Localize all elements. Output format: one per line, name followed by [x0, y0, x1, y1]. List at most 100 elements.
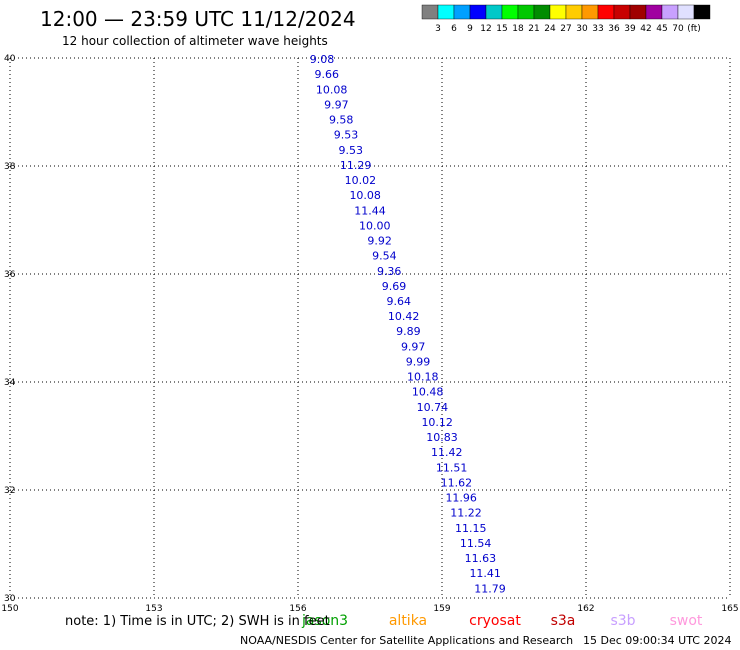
wave-height-label: 9.97 [401, 340, 426, 353]
y-tick-label: 34 [4, 378, 16, 388]
wave-height-label: 9.64 [387, 295, 412, 308]
scale-swatch [453, 4, 471, 20]
wave-height-label: 10.42 [388, 310, 420, 323]
scale-label: 30 [576, 24, 588, 34]
wave-height-label: 10.18 [407, 371, 439, 384]
legend-s3b: s3b [610, 613, 635, 629]
wave-height-label: 9.08 [310, 53, 335, 66]
x-tick-label: 153 [145, 604, 162, 614]
x-tick-label: 156 [289, 604, 306, 614]
scale-label: 70 [672, 24, 684, 34]
scale-swatch [533, 4, 551, 20]
wave-height-label: 11.41 [469, 567, 501, 580]
scale-label: 18 [512, 24, 524, 34]
wave-height-label: 9.54 [372, 250, 397, 263]
wave-height-label: 9.69 [382, 280, 407, 293]
scale-swatch [645, 4, 663, 20]
wave-height-label: 10.02 [345, 174, 377, 187]
scale-swatch [549, 4, 567, 20]
wave-height-label: 11.63 [465, 552, 497, 565]
wave-height-label: 9.92 [367, 235, 392, 248]
wave-height-label: 9.66 [315, 68, 340, 81]
legend-altika: altika [389, 613, 427, 629]
scale-label: 21 [528, 24, 539, 34]
y-tick-label: 36 [4, 270, 16, 280]
scale-label: 3 [435, 24, 441, 34]
wave-height-label: 9.53 [339, 144, 364, 157]
wave-height-label: 11.15 [455, 522, 487, 535]
scale-swatch [629, 4, 647, 20]
wave-height-points: 9.08 9.66 10.08 9.97 9.58 9.53 9.53 11.29 10.02 1… [310, 53, 506, 595]
scale-swatch [613, 4, 631, 20]
wave-height-label: 9.89 [396, 325, 421, 338]
scale-label: 27 [560, 24, 571, 34]
x-tick-label: 162 [577, 604, 594, 614]
scale-swatch [661, 4, 679, 20]
scale-label: 12 [480, 24, 491, 34]
wave-height-label: 9.99 [406, 355, 431, 368]
legend-cryosat: cryosat [469, 613, 521, 629]
wave-height-label: 10.74 [417, 401, 449, 414]
scale-label: 33 [592, 24, 603, 34]
legend-swot: swot [670, 613, 703, 629]
y-tick-label: 30 [4, 594, 16, 604]
y-tick-label: 38 [4, 162, 16, 172]
scale-label: 45 [656, 24, 667, 34]
x-tick-label: 165 [721, 604, 738, 614]
scale-label: 9 [467, 24, 473, 34]
x-tick-label: 150 [1, 604, 18, 614]
scale-label: 24 [544, 24, 556, 34]
scale-swatch [677, 4, 695, 20]
scale-label: 36 [608, 24, 620, 34]
wave-height-label: 9.36 [377, 265, 402, 278]
scale-label: 6 [451, 24, 457, 34]
wave-height-label: 9.58 [329, 114, 354, 127]
y-tick-label: 32 [4, 486, 15, 496]
wave-height-label: 10.00 [359, 219, 391, 232]
wave-height-label: 10.08 [349, 189, 381, 202]
scale-swatch [501, 4, 519, 20]
x-tick-label: 159 [433, 604, 450, 614]
chart-subtitle: 12 hour collection of altimeter wave hei… [62, 34, 328, 48]
wave-height-label: 10.12 [421, 416, 453, 429]
footer-timestamp: 15 Dec 09:00:34 UTC 2024 [583, 634, 731, 647]
color-scale-bar: 3 6 9 12 15 18 21 24 27 30 33 36 39 42 45 70 (ft) [421, 4, 711, 34]
scale-swatch [581, 4, 599, 20]
wave-height-label: 10.08 [316, 83, 348, 96]
wave-height-label: 11.22 [450, 507, 482, 520]
wave-height-label: 10.48 [412, 386, 444, 399]
scale-swatch [693, 4, 711, 20]
scale-label: 15 [496, 24, 507, 34]
wave-height-label: 11.51 [436, 461, 468, 474]
wave-height-label: 11.29 [340, 159, 372, 172]
scale-swatch [469, 4, 487, 20]
axis-ticks: 150 153 156 159 162 165 30 32 34 36 38 40 [1, 54, 738, 614]
wave-height-label: 11.96 [445, 492, 477, 505]
legend-s3a: s3a [551, 613, 576, 629]
scale-swatch [437, 4, 455, 20]
legend-jason3: jason3 [301, 613, 348, 629]
wave-height-label: 11.79 [474, 582, 506, 595]
scale-swatch [485, 4, 503, 20]
wave-height-label: 11.44 [354, 204, 386, 217]
scale-swatch [421, 4, 439, 20]
scale-swatch [597, 4, 615, 20]
footer-note: note: 1) Time is in UTC; 2) SWH is in fe… [65, 614, 330, 629]
y-tick-label: 40 [4, 54, 16, 64]
wave-height-label: 11.54 [460, 537, 492, 550]
wave-height-label: 11.62 [441, 476, 473, 489]
scale-label: (ft) [687, 24, 701, 34]
satellite-legend: jason3 altika cryosat s3a s3b swot [301, 613, 703, 629]
wave-height-label: 11.42 [431, 446, 463, 459]
footer-credit: NOAA/NESDIS Center for Satellite Applica… [240, 634, 573, 647]
scale-label: 39 [624, 24, 636, 34]
wave-height-label: 9.97 [324, 98, 349, 111]
wave-height-label: 9.53 [334, 129, 359, 142]
scale-swatch [565, 4, 583, 20]
wave-height-label: 10.83 [426, 431, 458, 444]
scale-swatch [517, 4, 535, 20]
chart-title: 12:00 — 23:59 UTC 11/12/2024 [40, 7, 356, 31]
chart-grid [9, 57, 731, 599]
scale-label: 42 [640, 24, 651, 34]
